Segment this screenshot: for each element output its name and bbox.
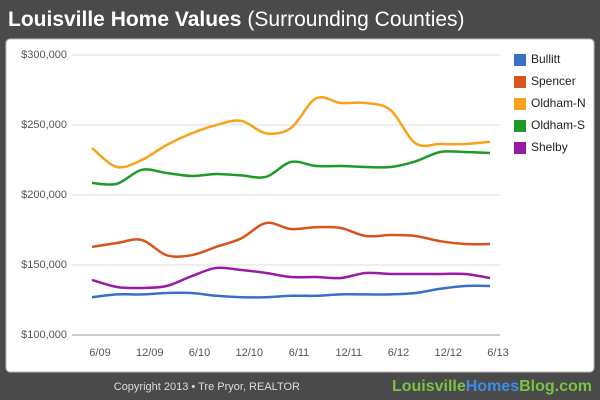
legend-label: Shelby xyxy=(531,140,568,154)
legend-label: Oldham-S xyxy=(531,118,585,132)
legend-label: Bullitt xyxy=(531,52,561,66)
y-tick-label: $150,000 xyxy=(21,259,67,271)
x-tick-label: 12/12 xyxy=(434,347,462,359)
series-line xyxy=(91,221,491,258)
x-tick-label: 12/10 xyxy=(235,347,263,359)
x-tick-label: 12/11 xyxy=(335,347,362,359)
chart-subtitle: (Surrounding Counties) xyxy=(247,8,464,31)
x-tick-label: 6/13 xyxy=(487,347,508,359)
y-tick-label: $100,000 xyxy=(21,329,67,341)
x-tick-label: 6/09 xyxy=(89,347,110,359)
legend-swatch xyxy=(514,98,526,110)
legend-swatch xyxy=(514,54,526,66)
legend-swatch xyxy=(514,76,526,88)
series-line xyxy=(91,150,491,186)
legend-swatch xyxy=(514,120,526,132)
x-tick-label: 6/12 xyxy=(388,347,409,359)
series-line xyxy=(91,96,491,169)
x-tick-label: 6/10 xyxy=(189,347,210,359)
plot-panel xyxy=(5,38,595,373)
chart-title: Louisville Home Values xyxy=(8,8,241,31)
site-part: Louisville xyxy=(392,378,466,395)
y-tick-label: $200,000 xyxy=(21,189,67,201)
series-line xyxy=(91,284,491,299)
y-tick-label: $250,000 xyxy=(21,119,67,131)
site: LouisvilleHomesBlog.com xyxy=(392,378,592,395)
y-tick-label: $300,000 xyxy=(21,49,67,61)
site-part: Blog.com xyxy=(519,378,592,395)
title-line: Louisville Home Values (Surrounding Count… xyxy=(8,8,465,31)
legend-label: Spencer xyxy=(531,74,576,88)
legend-label: Oldham-N xyxy=(531,96,586,110)
copyright: Copyright 2013 • Tre Pryor, REALTOR xyxy=(114,381,300,393)
x-tick-label: 12/09 xyxy=(136,347,164,359)
site-part: Homes xyxy=(466,378,519,395)
legend-swatch xyxy=(514,142,526,154)
x-tick-label: 6/11 xyxy=(289,347,310,359)
series-line xyxy=(91,266,491,290)
